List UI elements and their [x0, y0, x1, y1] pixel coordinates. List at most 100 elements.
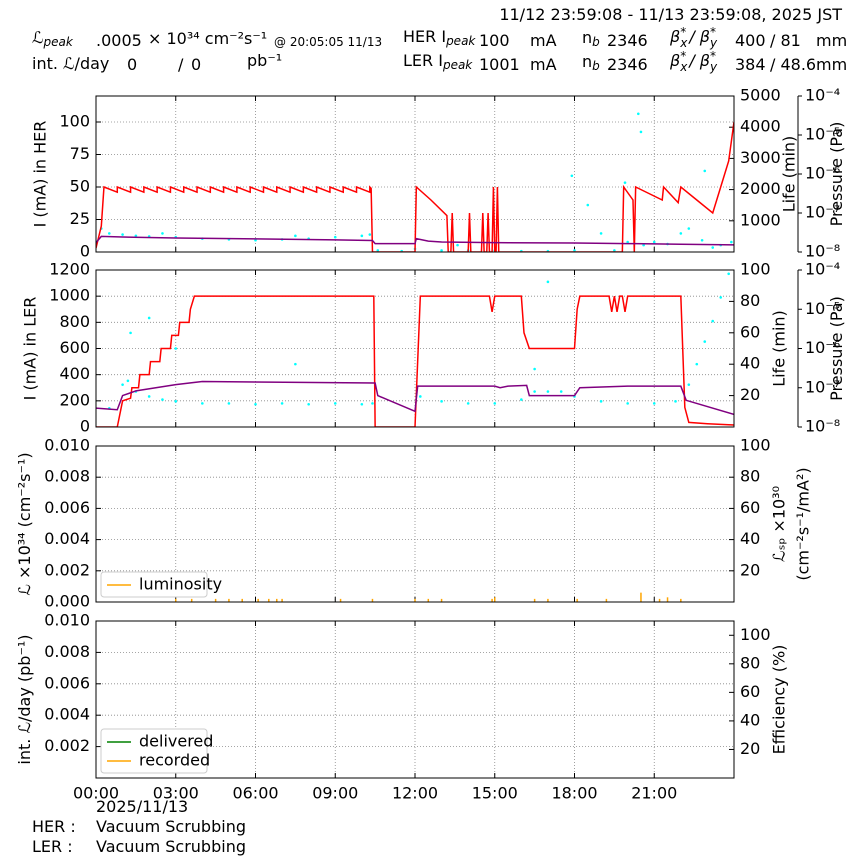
beta: β: [669, 51, 680, 70]
point: [703, 169, 707, 173]
point: [129, 331, 132, 335]
sep: /: [178, 55, 184, 74]
legend-label: recorded: [139, 751, 210, 770]
point: [546, 390, 550, 393]
y2-tick-label: 60: [740, 682, 760, 701]
point: [360, 234, 364, 238]
line: [96, 235, 734, 246]
x-tick-label: 09:00: [312, 784, 358, 803]
y2-axis-label: Efficiency (%): [770, 645, 789, 755]
point: [700, 238, 704, 242]
y-tick-label: 1000: [49, 286, 90, 305]
point: [599, 232, 603, 235]
y-tick-label: 25: [70, 209, 90, 228]
x-tick-label: 00:00: [73, 784, 119, 803]
y2-tick-label: 1000: [740, 210, 781, 229]
frame: [95, 620, 735, 779]
point: [147, 395, 151, 398]
y3-tick-label: 10⁻⁴: [805, 260, 840, 279]
frame: [95, 95, 735, 253]
current: 100: [479, 31, 510, 50]
point: [570, 174, 574, 178]
beta-sep: / β: [687, 27, 710, 46]
legend-label: luminosity: [139, 575, 222, 594]
y-tick-label: 0.006: [44, 498, 90, 517]
beta-sup: *: [710, 25, 716, 39]
point: [695, 362, 699, 366]
y3-tick-label: 10⁻⁵: [805, 299, 840, 318]
beta: β* x / β* y: [669, 25, 718, 50]
point: [679, 232, 683, 235]
point: [307, 402, 310, 406]
point: [360, 402, 364, 406]
line: [96, 380, 734, 416]
point: [652, 402, 656, 405]
beta-y: / 48.6: [770, 55, 816, 74]
y-tick-label: 600: [59, 338, 90, 357]
y2-tick-label: 20: [740, 739, 760, 758]
value: .0005: [96, 31, 142, 50]
beta-unit: mm: [816, 31, 847, 50]
point: [652, 240, 656, 244]
point: [134, 234, 138, 238]
point: [703, 340, 707, 343]
point: [520, 398, 523, 401]
y2-tick-label: 20: [740, 385, 760, 404]
point: [371, 402, 374, 405]
y3-tick-label: 10⁻⁸: [805, 242, 840, 261]
legend-box: [100, 728, 208, 774]
beta-sup: *: [710, 49, 716, 63]
nb: n: [582, 28, 592, 47]
panel: 00:00 03:00 06:00 09:00 12:00 15:00 18:00 21:00…: [15, 611, 788, 803]
y2-tick-label: 60: [740, 322, 760, 341]
beta-sep: / β: [687, 51, 710, 70]
y2-tick-label: 4000: [740, 117, 781, 136]
point: [376, 249, 380, 252]
point: [147, 316, 151, 320]
y-axis-label: I (mA) in LER: [20, 297, 39, 401]
unit: × 10³⁴ cm⁻²s⁻¹: [148, 29, 267, 48]
y2-axis-label: ℒₛₚ ×10³⁰: [770, 486, 789, 562]
y2-tick-label: 100: [740, 436, 771, 455]
y-tick-label: 75: [70, 144, 90, 163]
x-tick-label: 15:00: [472, 784, 518, 803]
label-sub: peak: [43, 35, 74, 49]
y2-tick-label: 80: [740, 291, 760, 310]
point: [254, 402, 257, 406]
y3-axis-label: Pressure (Pa): [827, 296, 846, 401]
point: [161, 232, 164, 235]
y-tick-label: 0.010: [44, 611, 90, 630]
beta-x: 384: [735, 55, 766, 74]
ler-label: LER :: [32, 837, 73, 856]
beta-sub: y: [709, 60, 718, 74]
y-axis-label: I (mA) in HER: [30, 121, 49, 228]
nb: nb: [582, 52, 600, 73]
y3-tick-label: 10⁻⁷: [805, 203, 840, 222]
point: [639, 130, 643, 134]
series-group: [96, 112, 734, 252]
y3-tick-label: 10⁻⁶: [805, 164, 840, 183]
point: [719, 296, 723, 299]
point: [333, 402, 337, 405]
her-label: HER :: [32, 817, 76, 836]
y2-tick-label: 5000: [740, 86, 781, 105]
point: [674, 400, 677, 403]
point: [294, 362, 297, 366]
label: int. ℒ/day: [32, 54, 109, 73]
point: [161, 398, 164, 401]
date-label: 2025/11/13: [96, 797, 188, 816]
y2-tick-label: 2000: [740, 179, 781, 198]
point: [121, 383, 124, 386]
y3-axis-label: Pressure (Pa): [827, 122, 846, 227]
series-group: [175, 592, 682, 602]
legend-box: [100, 571, 208, 598]
point: [730, 240, 733, 244]
point: [466, 402, 470, 405]
nb-sub: b: [592, 35, 600, 49]
point: [573, 249, 576, 252]
point: [626, 402, 629, 405]
current-unit: mA: [530, 31, 557, 50]
legend-label: delivered: [139, 732, 213, 751]
point: [546, 280, 550, 284]
point: [174, 400, 178, 403]
